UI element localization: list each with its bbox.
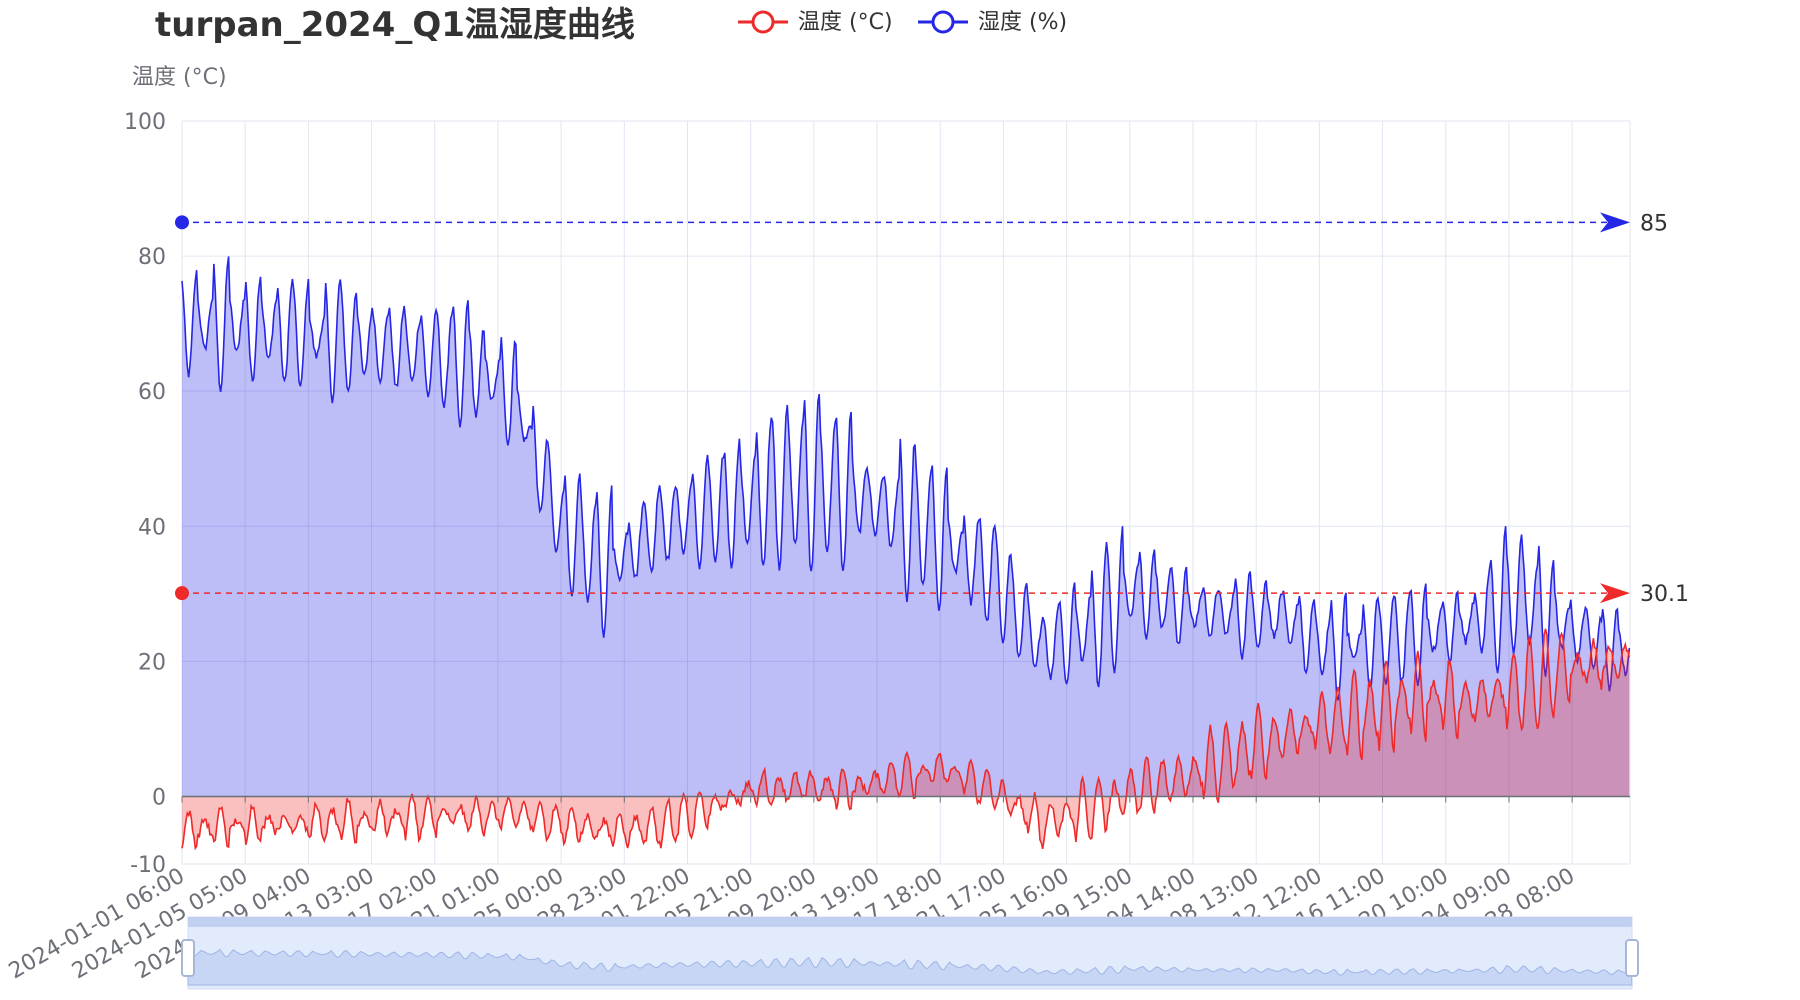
y-axis-name: 温度 (°C): [132, 65, 227, 90]
temperature-markline-label: 30.1: [1640, 582, 1689, 607]
legend-item-humidity[interactable]: 湿度 (%): [918, 10, 1067, 35]
humidity-line[interactable]: [181, 256, 1631, 701]
humidity-markline-start-dot: [175, 215, 189, 230]
y-tick-label: 20: [138, 650, 166, 675]
zoom-handle-left[interactable]: [181, 939, 195, 977]
legend-temperature-marker: [751, 10, 775, 34]
legend[interactable]: 温度 (°C) 湿度 (%): [738, 10, 1067, 35]
humidity-markline-arrow: [1600, 212, 1630, 233]
y-tick-label: 0: [152, 785, 166, 810]
y-tick-label: 60: [138, 380, 166, 405]
series-layer: [181, 256, 1631, 851]
legend-humidity-marker: [931, 10, 955, 34]
temperature-markline-start-dot: [175, 586, 189, 601]
humidity-area: [182, 256, 1630, 797]
y-tick-label: 80: [138, 245, 166, 270]
zoom-preview-line: [187, 948, 1633, 986]
grid-layer: [181, 120, 1631, 865]
zoom-handle-right[interactable]: [1625, 939, 1639, 977]
legend-temperature-label: 温度 (°C): [798, 10, 893, 35]
data-zoom-slider[interactable]: [181, 916, 1639, 990]
temperature-markline-arrow: [1600, 583, 1630, 604]
legend-humidity-label: 湿度 (%): [978, 10, 1067, 35]
y-tick-label: -10: [130, 853, 166, 878]
legend-item-temperature[interactable]: 温度 (°C): [738, 10, 893, 35]
chart-title: turpan_2024_Q1温湿度曲线: [155, 5, 635, 45]
temperature-line[interactable]: [181, 628, 1631, 851]
y-tick-label: 40: [138, 515, 166, 540]
y-tick-label: 100: [124, 110, 166, 135]
markline-layer: 85 30.1: [175, 211, 1689, 607]
humidity-markline-label: 85: [1640, 211, 1668, 236]
zoom-drag-bar[interactable]: [188, 917, 1632, 927]
temperature-area: [182, 628, 1630, 849]
